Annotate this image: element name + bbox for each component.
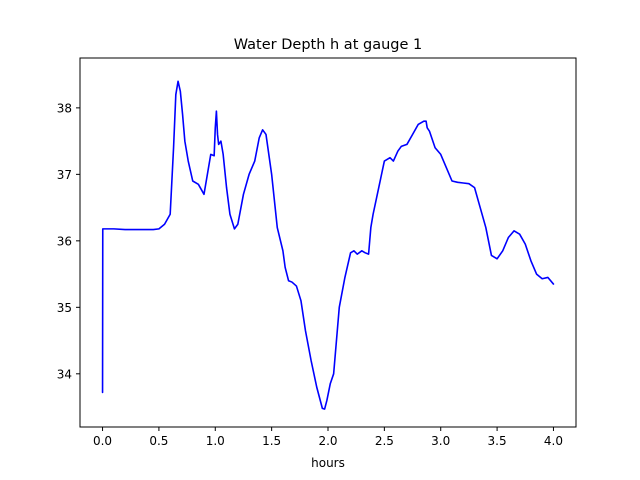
plot-frame <box>79 57 577 428</box>
x-tick-label: 0.0 <box>93 434 112 448</box>
y-tick-label: 36 <box>57 234 72 248</box>
y-tick-label: 38 <box>57 101 72 115</box>
x-tick-label: 0.5 <box>149 434 168 448</box>
chart-title: Water Depth h at gauge 1 <box>234 37 422 53</box>
y-tick-label: 37 <box>57 168 72 182</box>
x-tick-label: 2.5 <box>375 434 394 448</box>
x-axis-label: hours <box>311 456 345 470</box>
x-tick-label: 2.0 <box>318 434 337 448</box>
plot-area <box>101 80 555 410</box>
series-line-0 <box>101 80 555 410</box>
y-tick-label: 35 <box>57 301 72 315</box>
x-tick-label: 3.5 <box>488 434 507 448</box>
x-tick-label: 1.5 <box>262 434 281 448</box>
x-tick-label: 3.0 <box>431 434 450 448</box>
axes: 0.0 0.5 1.0 1.5 2.0 2.5 3.0 3.5 4.0 34 35 36 37 38 <box>57 57 577 448</box>
y-tick-label: 34 <box>57 367 72 381</box>
x-tick-label: 4.0 <box>544 434 563 448</box>
x-tick-label: 1.0 <box>206 434 225 448</box>
